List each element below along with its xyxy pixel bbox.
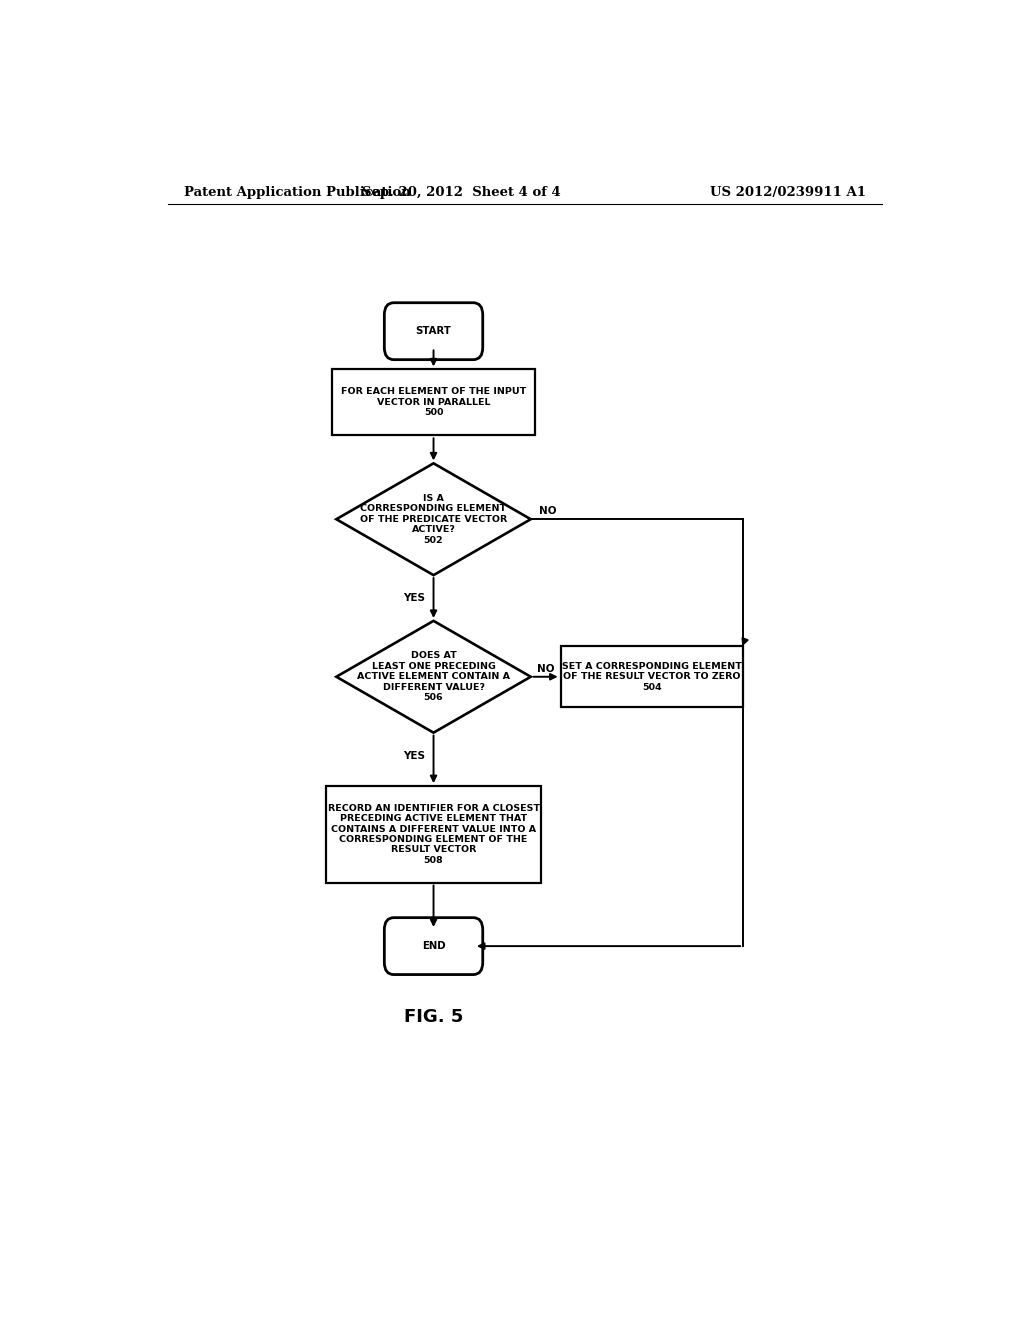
- Text: US 2012/0239911 A1: US 2012/0239911 A1: [710, 186, 866, 199]
- Polygon shape: [336, 463, 530, 576]
- FancyBboxPatch shape: [384, 302, 482, 359]
- Text: FOR EACH ELEMENT OF THE INPUT
VECTOR IN PARALLEL
500: FOR EACH ELEMENT OF THE INPUT VECTOR IN …: [341, 388, 526, 417]
- Text: NO: NO: [538, 664, 555, 673]
- Text: DOES AT
LEAST ONE PRECEDING
ACTIVE ELEMENT CONTAIN A
DIFFERENT VALUE?
506: DOES AT LEAST ONE PRECEDING ACTIVE ELEME…: [357, 652, 510, 702]
- Text: YES: YES: [402, 751, 425, 760]
- Text: RECORD AN IDENTIFIER FOR A CLOSEST
PRECEDING ACTIVE ELEMENT THAT
CONTAINS A DIFF: RECORD AN IDENTIFIER FOR A CLOSEST PRECE…: [328, 804, 540, 865]
- Text: YES: YES: [402, 594, 425, 603]
- Text: START: START: [416, 326, 452, 337]
- Bar: [333, 370, 535, 436]
- Text: Patent Application Publication: Patent Application Publication: [183, 186, 411, 199]
- Text: FIG. 5: FIG. 5: [403, 1008, 463, 1026]
- Polygon shape: [336, 620, 530, 733]
- FancyBboxPatch shape: [384, 917, 482, 974]
- Text: SET A CORRESPONDING ELEMENT
OF THE RESULT VECTOR TO ZERO
504: SET A CORRESPONDING ELEMENT OF THE RESUL…: [562, 661, 741, 692]
- Text: IS A
CORRESPONDING ELEMENT
OF THE PREDICATE VECTOR
ACTIVE?
502: IS A CORRESPONDING ELEMENT OF THE PREDIC…: [359, 494, 507, 545]
- Text: NO: NO: [539, 506, 556, 516]
- Bar: [327, 785, 541, 883]
- Bar: [560, 647, 743, 708]
- Text: END: END: [422, 941, 445, 952]
- Text: Sep. 20, 2012  Sheet 4 of 4: Sep. 20, 2012 Sheet 4 of 4: [361, 186, 561, 199]
